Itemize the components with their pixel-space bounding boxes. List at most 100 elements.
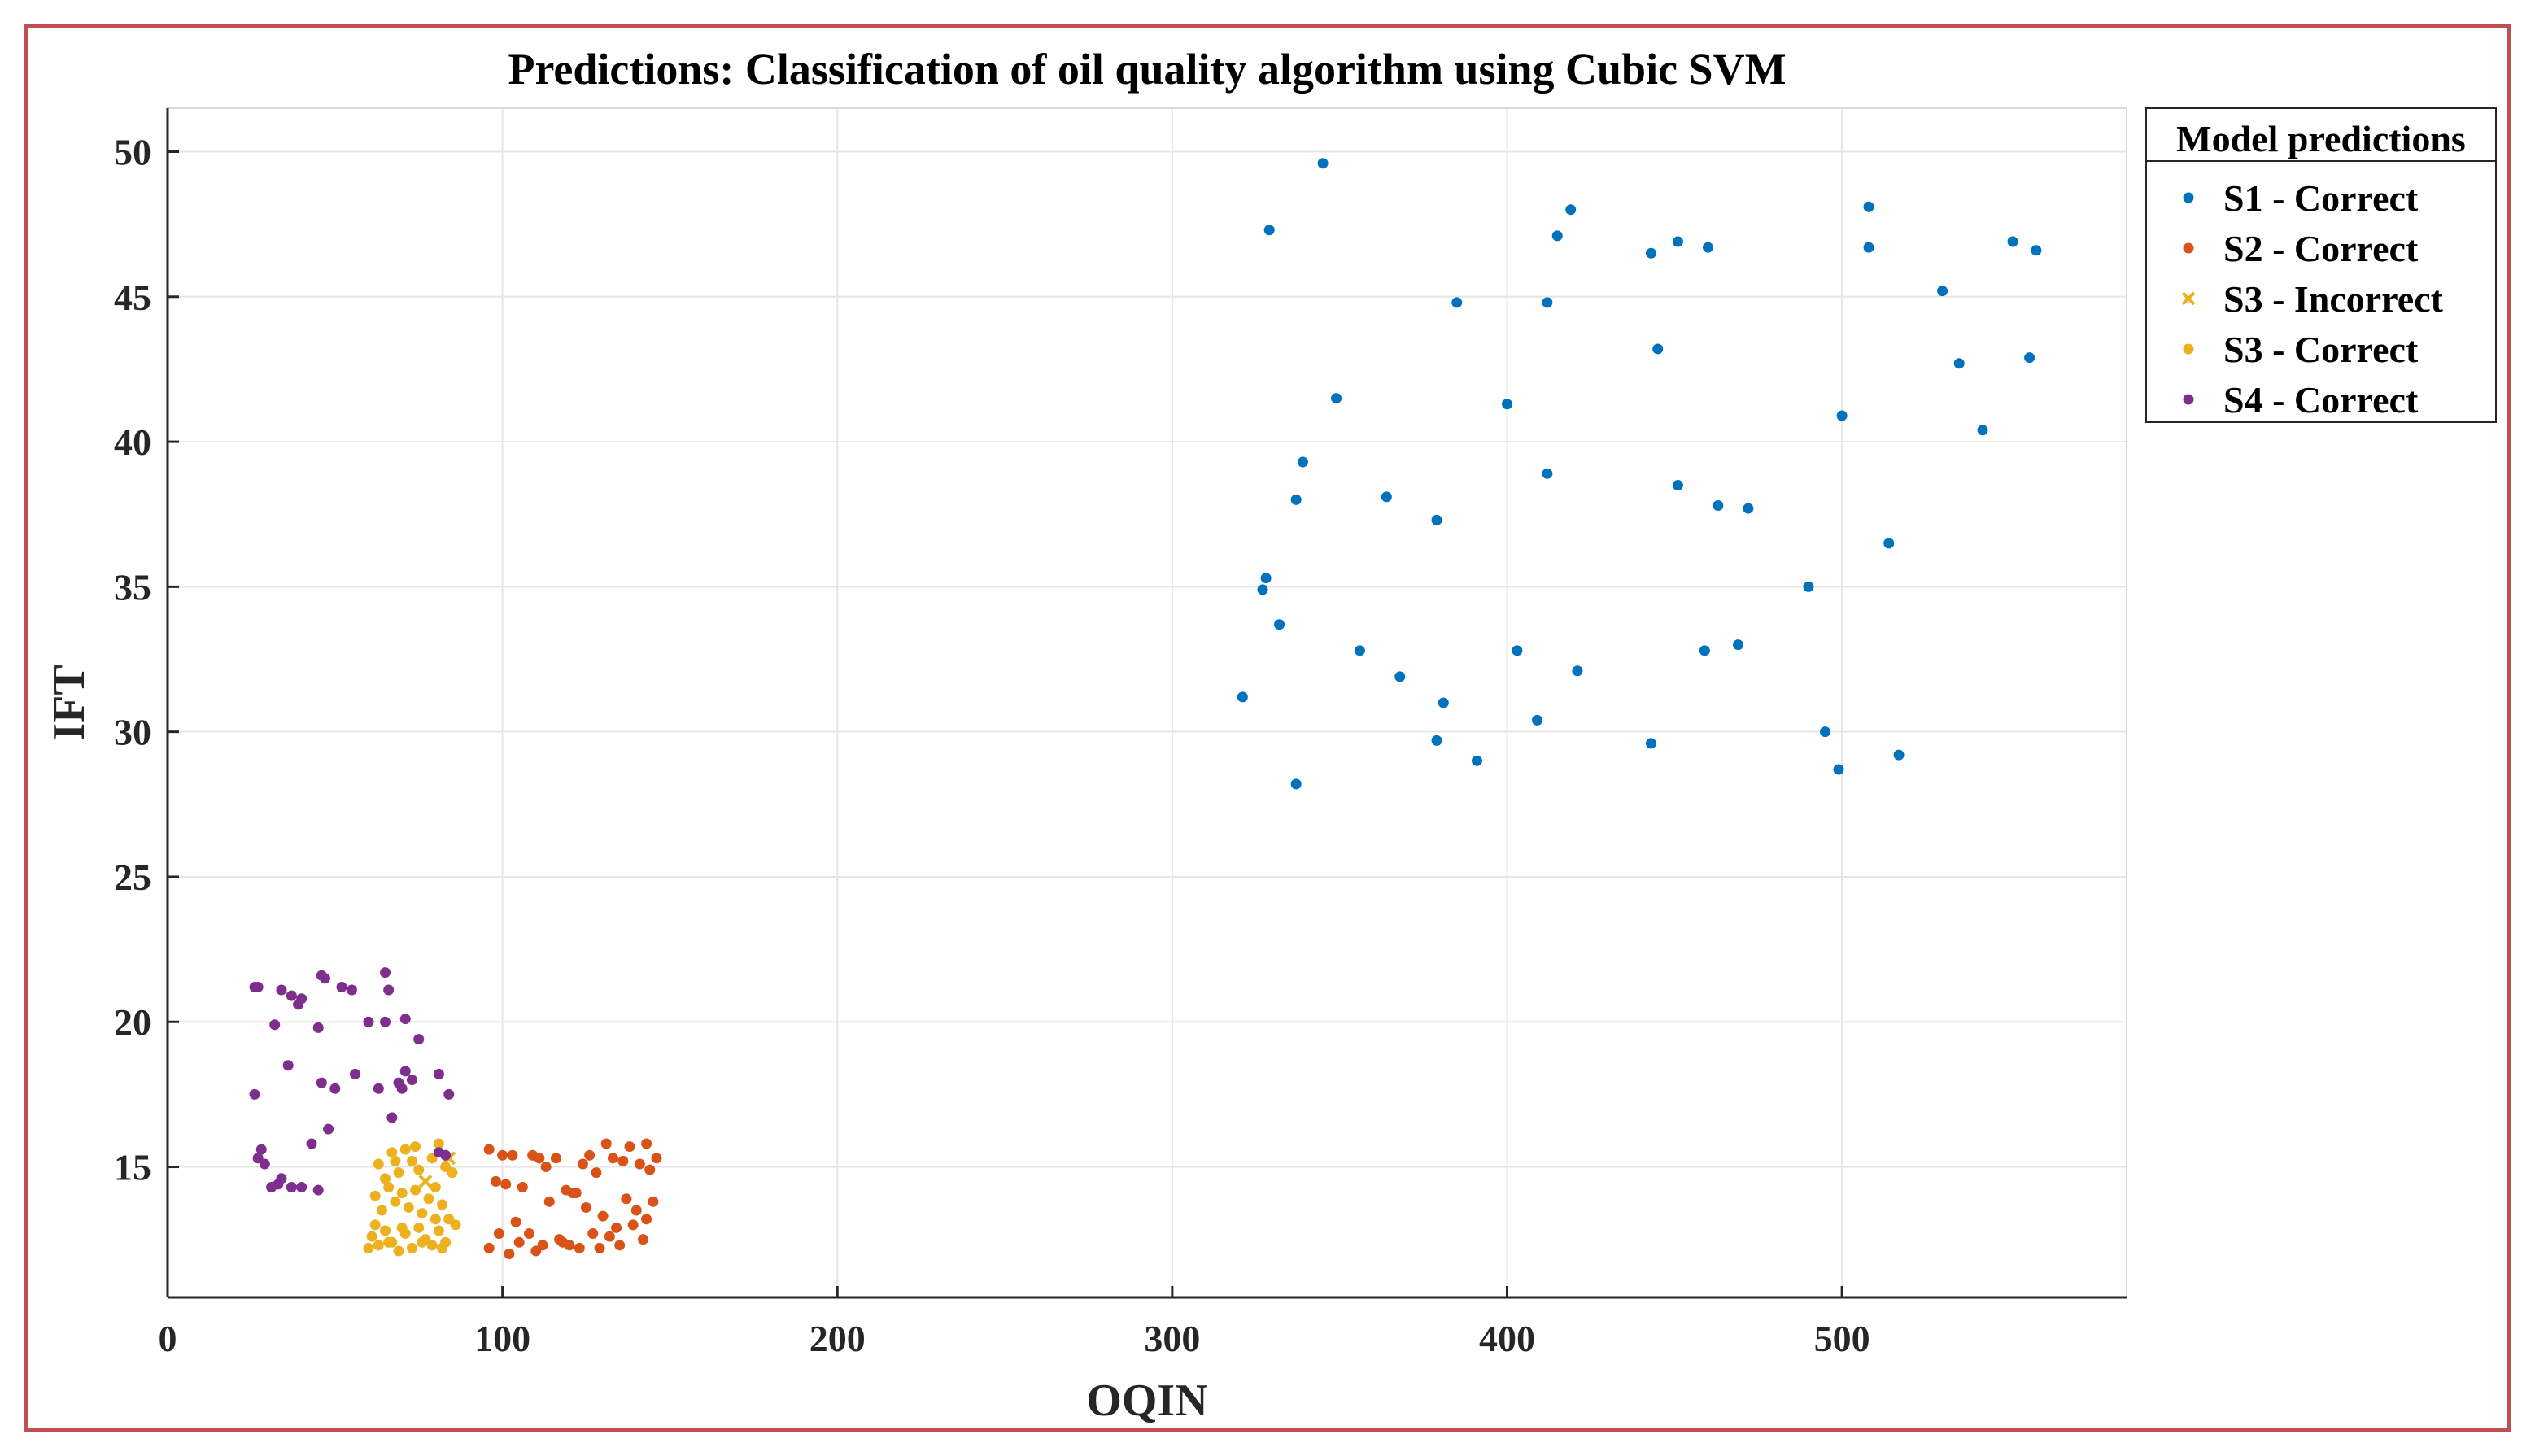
data-point — [369, 1190, 381, 1201]
legend-label: S4 - Correct — [2223, 379, 2419, 421]
data-point — [413, 1034, 425, 1045]
data-point — [1542, 468, 1553, 479]
data-point — [413, 1222, 425, 1233]
data-point — [1297, 456, 1308, 468]
data-point — [430, 1181, 441, 1192]
y-axis-label: IFT — [44, 665, 94, 740]
data-point — [433, 1225, 444, 1236]
data-point — [417, 1208, 428, 1219]
data-point — [507, 1149, 518, 1161]
data-point — [483, 1242, 495, 1253]
data-point — [417, 1236, 428, 1248]
data-point — [386, 1112, 398, 1123]
data-point — [624, 1141, 635, 1153]
data-point — [346, 984, 357, 996]
x-tick-label: 200 — [809, 1318, 866, 1359]
x-tick-label: 300 — [1144, 1318, 1200, 1359]
data-point — [1836, 410, 1848, 421]
data-point — [543, 1196, 555, 1207]
data-point — [494, 1228, 505, 1240]
y-tick-label: 35 — [114, 566, 151, 608]
y-tick-label: 30 — [114, 712, 151, 753]
series-s4-correct — [249, 967, 455, 1196]
data-point — [510, 1216, 521, 1227]
data-point — [550, 1153, 561, 1164]
legend-label: S2 - Correct — [2223, 228, 2419, 269]
data-point — [390, 1196, 401, 1207]
data-point — [259, 1158, 270, 1170]
data-point — [1438, 697, 1449, 708]
data-point — [396, 1222, 408, 1233]
data-point — [1542, 297, 1553, 308]
data-point — [296, 993, 308, 1005]
legend-items: S1 - Correct S2 - Correct S3 - Incorrect S3… — [2181, 177, 2444, 421]
data-point — [350, 1068, 361, 1079]
data-point — [1394, 671, 1406, 682]
data-point — [437, 1199, 448, 1210]
data-point — [450, 1219, 461, 1231]
data-point — [440, 1149, 452, 1161]
data-point — [399, 1066, 411, 1077]
data-point — [380, 1016, 391, 1027]
data-point — [312, 1184, 324, 1196]
series-s3-correct — [363, 1138, 461, 1257]
data-point — [269, 1019, 281, 1031]
data-point — [386, 1147, 398, 1158]
data-point — [383, 1236, 395, 1248]
data-point — [574, 1242, 585, 1253]
data-point — [1354, 645, 1365, 656]
data-point — [403, 1201, 414, 1213]
data-point — [497, 1149, 508, 1161]
data-point — [376, 1205, 387, 1216]
data-point — [393, 1167, 404, 1179]
data-points — [249, 158, 2042, 1260]
data-point — [483, 1144, 495, 1155]
data-point — [634, 1158, 645, 1170]
x-tick-label: 0 — [159, 1318, 177, 1359]
data-point — [1937, 286, 1948, 297]
data-point — [286, 1181, 297, 1192]
data-point — [2007, 236, 2018, 247]
data-point — [1431, 514, 1442, 525]
legend-marker — [2183, 242, 2194, 254]
data-point — [2031, 245, 2042, 256]
data-point — [504, 1249, 515, 1260]
data-point — [433, 1138, 444, 1149]
data-point — [1565, 204, 1577, 216]
data-point — [627, 1219, 639, 1231]
data-point — [490, 1175, 501, 1187]
data-point — [1893, 749, 1905, 761]
data-point — [2024, 352, 2035, 364]
x-tick-label: 100 — [474, 1318, 530, 1359]
data-point — [648, 1196, 659, 1207]
data-point — [366, 1231, 377, 1242]
data-point — [594, 1242, 605, 1253]
data-point — [410, 1184, 421, 1196]
data-point — [557, 1236, 569, 1248]
data-point — [380, 967, 391, 979]
data-point — [380, 1225, 391, 1236]
data-point — [500, 1179, 512, 1190]
data-point — [1512, 645, 1523, 656]
data-point — [641, 1214, 652, 1225]
data-point — [1883, 538, 1895, 549]
data-point — [252, 981, 264, 992]
data-point — [1820, 726, 1831, 738]
data-point — [406, 1242, 417, 1253]
data-point — [276, 984, 287, 996]
data-point — [390, 1155, 401, 1166]
data-point — [413, 1164, 425, 1175]
figure-frame — [24, 24, 2511, 1432]
data-point — [1863, 201, 1874, 212]
data-point — [1713, 500, 1724, 512]
data-point — [1803, 581, 1814, 592]
data-point — [282, 1060, 294, 1071]
data-point — [423, 1193, 434, 1205]
data-point — [393, 1245, 404, 1257]
data-point — [426, 1240, 438, 1251]
data-point — [1953, 358, 1965, 369]
data-point — [1290, 494, 1302, 505]
legend[interactable]: Model predictions S1 - Correct S2 - Corre… — [2145, 107, 2497, 423]
data-point — [296, 1181, 308, 1192]
data-point — [1532, 714, 1543, 726]
